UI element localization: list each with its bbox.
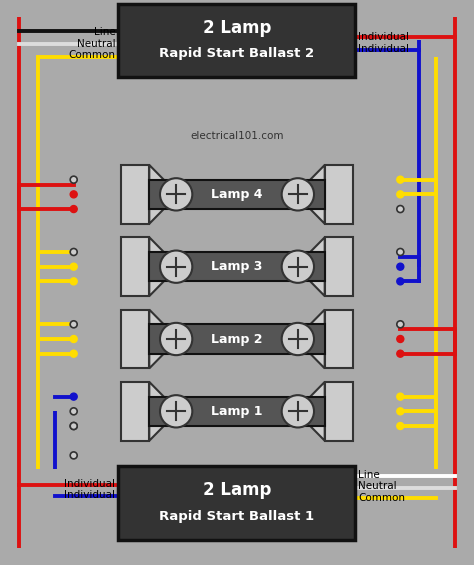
Text: Individual: Individual bbox=[358, 32, 410, 42]
Circle shape bbox=[70, 423, 77, 429]
FancyBboxPatch shape bbox=[325, 237, 353, 296]
Circle shape bbox=[70, 249, 77, 255]
Circle shape bbox=[397, 206, 404, 212]
Circle shape bbox=[282, 178, 314, 211]
Circle shape bbox=[70, 423, 77, 429]
FancyBboxPatch shape bbox=[325, 165, 353, 224]
Polygon shape bbox=[306, 310, 325, 368]
Circle shape bbox=[282, 250, 314, 283]
Circle shape bbox=[397, 278, 404, 285]
FancyBboxPatch shape bbox=[121, 237, 149, 296]
FancyBboxPatch shape bbox=[121, 165, 149, 224]
Text: Common: Common bbox=[69, 50, 116, 60]
Polygon shape bbox=[306, 382, 325, 441]
Circle shape bbox=[160, 250, 192, 283]
Circle shape bbox=[397, 249, 404, 255]
FancyBboxPatch shape bbox=[121, 382, 149, 441]
Circle shape bbox=[397, 350, 404, 357]
Circle shape bbox=[70, 191, 77, 198]
Circle shape bbox=[70, 408, 77, 415]
Circle shape bbox=[160, 178, 192, 211]
Polygon shape bbox=[149, 237, 168, 296]
Polygon shape bbox=[149, 165, 168, 224]
FancyBboxPatch shape bbox=[149, 397, 325, 426]
Text: Lamp 1: Lamp 1 bbox=[211, 405, 263, 418]
Circle shape bbox=[397, 321, 404, 328]
Text: Line: Line bbox=[94, 27, 116, 37]
Circle shape bbox=[70, 452, 77, 459]
Text: Neutral: Neutral bbox=[77, 38, 116, 49]
Text: Individual: Individual bbox=[64, 490, 116, 500]
FancyBboxPatch shape bbox=[121, 310, 149, 368]
Circle shape bbox=[70, 206, 77, 212]
FancyBboxPatch shape bbox=[325, 310, 353, 368]
Polygon shape bbox=[306, 237, 325, 296]
FancyBboxPatch shape bbox=[149, 180, 325, 209]
FancyBboxPatch shape bbox=[118, 4, 356, 77]
Text: Lamp 3: Lamp 3 bbox=[211, 260, 263, 273]
Circle shape bbox=[70, 278, 77, 285]
Polygon shape bbox=[149, 382, 168, 441]
FancyBboxPatch shape bbox=[325, 382, 353, 441]
FancyBboxPatch shape bbox=[149, 324, 325, 354]
Circle shape bbox=[397, 176, 404, 183]
Circle shape bbox=[70, 321, 77, 328]
Circle shape bbox=[397, 191, 404, 198]
Circle shape bbox=[70, 350, 77, 357]
Text: Common: Common bbox=[358, 493, 405, 503]
Text: Neutral: Neutral bbox=[358, 481, 397, 491]
FancyBboxPatch shape bbox=[118, 466, 356, 540]
Text: Rapid Start Ballast 2: Rapid Start Ballast 2 bbox=[159, 47, 315, 60]
Circle shape bbox=[397, 423, 404, 429]
Text: Line: Line bbox=[358, 470, 380, 480]
Text: Rapid Start Ballast 1: Rapid Start Ballast 1 bbox=[159, 510, 315, 523]
Circle shape bbox=[70, 263, 77, 270]
Circle shape bbox=[160, 323, 192, 355]
Circle shape bbox=[397, 393, 404, 400]
Text: 2 Lamp: 2 Lamp bbox=[203, 19, 271, 37]
FancyBboxPatch shape bbox=[149, 252, 325, 281]
Text: Individual: Individual bbox=[64, 479, 116, 489]
Circle shape bbox=[282, 395, 314, 428]
Text: Individual: Individual bbox=[358, 44, 410, 54]
Circle shape bbox=[397, 408, 404, 415]
Polygon shape bbox=[306, 165, 325, 224]
Circle shape bbox=[397, 336, 404, 342]
Circle shape bbox=[70, 176, 77, 183]
Circle shape bbox=[70, 393, 77, 400]
Circle shape bbox=[160, 395, 192, 428]
Polygon shape bbox=[149, 310, 168, 368]
Text: electrical101.com: electrical101.com bbox=[190, 131, 284, 141]
Text: Lamp 2: Lamp 2 bbox=[211, 332, 263, 346]
Circle shape bbox=[397, 263, 404, 270]
Circle shape bbox=[282, 323, 314, 355]
Text: Lamp 4: Lamp 4 bbox=[211, 188, 263, 201]
Circle shape bbox=[70, 336, 77, 342]
Text: 2 Lamp: 2 Lamp bbox=[203, 481, 271, 499]
